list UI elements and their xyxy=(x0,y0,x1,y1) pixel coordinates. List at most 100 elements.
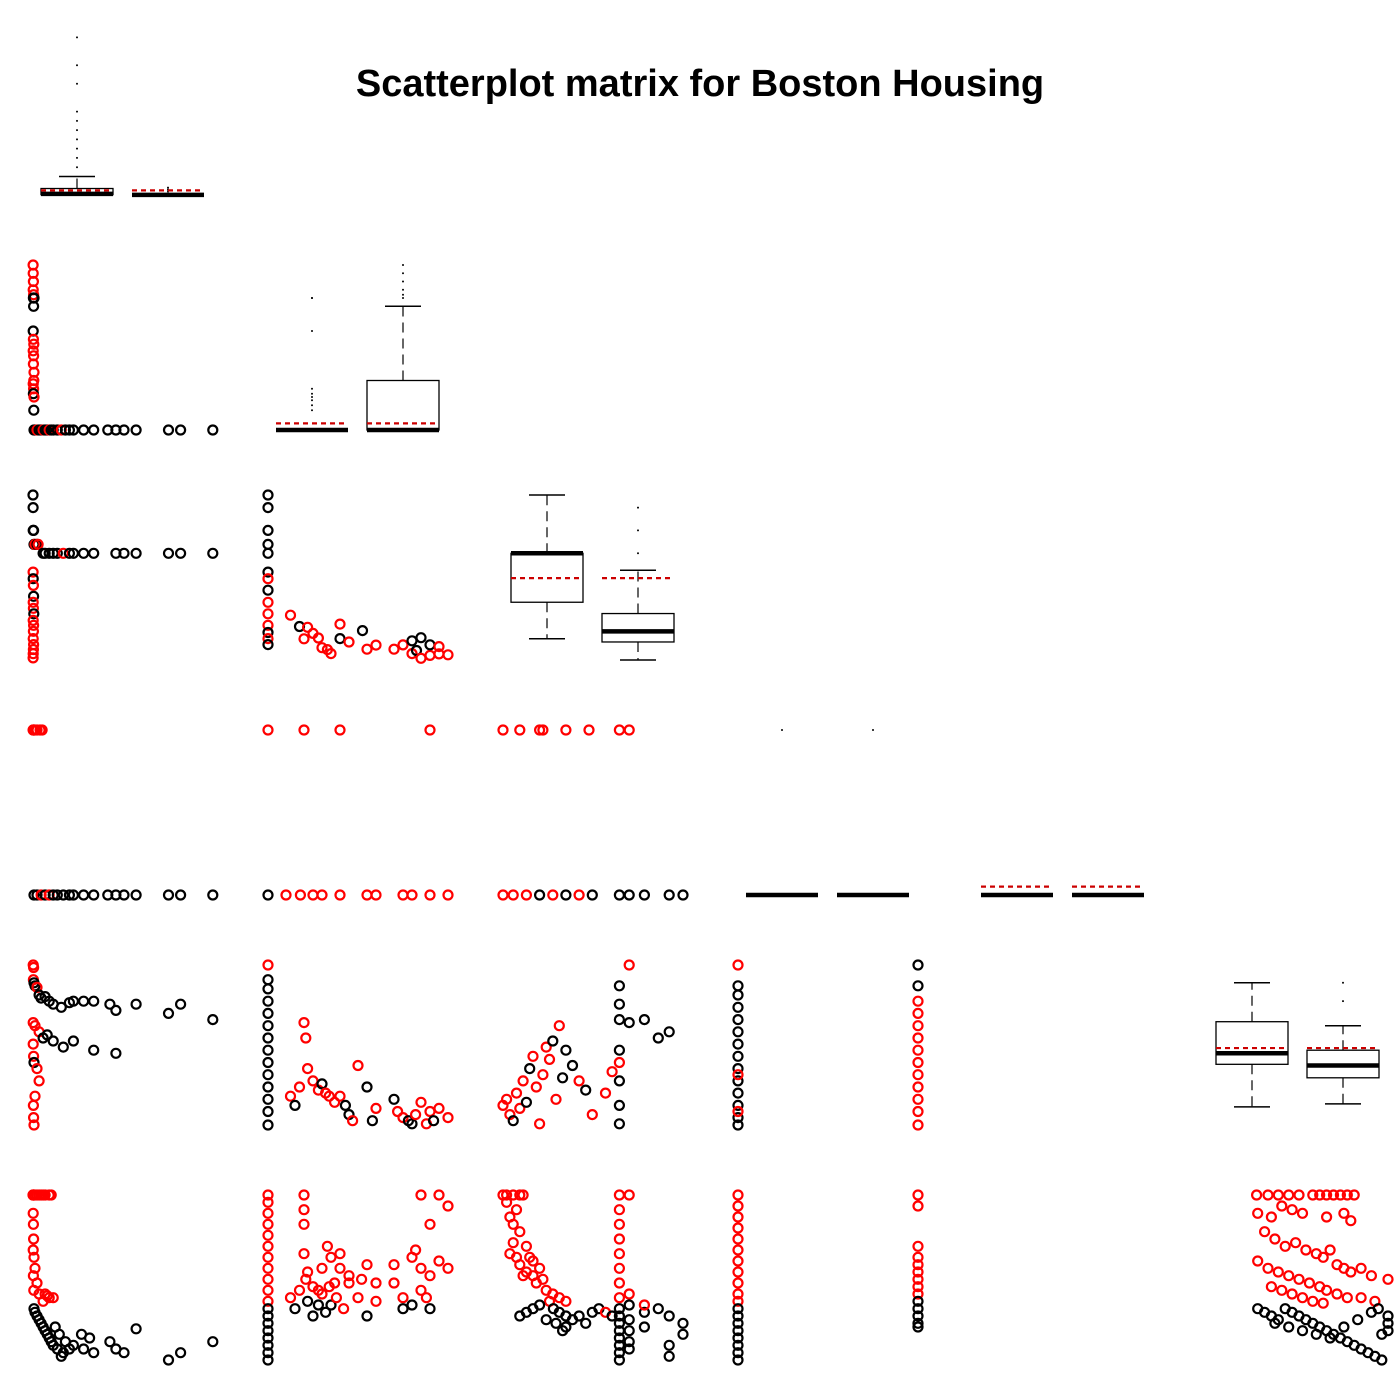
scatter-point xyxy=(334,889,346,901)
scatter-point xyxy=(302,621,314,633)
scatter-point xyxy=(298,1204,310,1216)
scatter-point xyxy=(262,619,274,631)
scatter-point xyxy=(732,1200,744,1212)
scatter-point xyxy=(27,625,40,637)
scatter-point xyxy=(732,1266,744,1278)
scatter-point xyxy=(507,1237,519,1249)
scatter-point xyxy=(27,614,39,627)
scatter-point xyxy=(262,1189,274,1201)
scatter-point xyxy=(388,1259,400,1271)
panel-rm-vs-crim xyxy=(27,959,219,1131)
scatter-point xyxy=(912,1032,924,1044)
boxplot-outlier xyxy=(76,119,78,122)
scatter-point xyxy=(540,1041,552,1053)
boxplot-zn xyxy=(276,264,440,433)
panel-rm-vs-indus xyxy=(497,959,675,1130)
scatter-point xyxy=(262,626,274,639)
scatter-point xyxy=(1276,1284,1288,1296)
scatter-point xyxy=(623,1343,635,1355)
scatter-point xyxy=(912,1020,924,1032)
scatter-point xyxy=(547,1035,559,1047)
scatter-point xyxy=(550,1317,562,1329)
scatter-point xyxy=(912,1093,924,1105)
boxplot-outlier xyxy=(76,129,78,132)
scatter-point xyxy=(51,889,63,901)
scatter-point xyxy=(732,1222,744,1234)
scatter-point xyxy=(415,1096,427,1108)
boxplot-outlier xyxy=(311,330,313,332)
scatter-point xyxy=(1376,1328,1388,1340)
panel-chas-vs-crim xyxy=(27,724,48,736)
scatter-point xyxy=(388,1093,400,1105)
scatter-point xyxy=(33,1075,45,1087)
scatter-point xyxy=(406,1299,418,1311)
scatter-point xyxy=(77,995,90,1007)
scatter-point xyxy=(663,1339,675,1351)
boxplot-outlier xyxy=(311,387,313,390)
scatter-point xyxy=(1382,1317,1394,1329)
panel-indus-vs-zn xyxy=(262,489,454,664)
boxplot-box xyxy=(601,612,675,643)
scatter-point xyxy=(514,1226,526,1238)
scatter-point xyxy=(104,998,116,1010)
scatter-point xyxy=(1338,1321,1350,1333)
scatter-point xyxy=(207,547,219,559)
scatter-point xyxy=(433,640,445,653)
panel-rm-vs-chas xyxy=(732,959,924,1131)
scatter-point xyxy=(540,1314,552,1326)
scatter-point xyxy=(298,1189,310,1201)
scatter-point xyxy=(162,1007,175,1020)
scatter-point xyxy=(533,889,546,901)
scatter-point xyxy=(130,889,142,901)
scatter-point xyxy=(300,1273,312,1285)
scatter-point xyxy=(262,1196,274,1208)
scatter-point xyxy=(1341,1292,1353,1304)
scatter-point xyxy=(27,590,40,602)
scatter-point xyxy=(1324,1332,1336,1344)
scatter-point xyxy=(45,1189,57,1201)
boxplot-outlier xyxy=(402,288,404,291)
scatter-point xyxy=(262,959,274,971)
scatter-point xyxy=(1317,1251,1329,1263)
scatter-point xyxy=(732,1099,744,1112)
scatter-point xyxy=(433,1189,445,1201)
boxplot-outlier xyxy=(402,280,404,283)
scatter-point xyxy=(262,1119,274,1131)
scatter-point xyxy=(262,995,274,1007)
scatter-point xyxy=(1365,1270,1378,1282)
scatter-point xyxy=(1250,1189,1263,1201)
boxplot-outlier xyxy=(637,552,639,555)
scatter-point xyxy=(912,1044,924,1056)
scatter-point xyxy=(262,1093,274,1105)
scatter-point xyxy=(732,1087,744,1099)
scatter-point xyxy=(88,424,100,436)
scatter-point xyxy=(325,1299,337,1311)
scatter-point xyxy=(397,889,409,901)
scatter-point xyxy=(428,1115,440,1127)
scatter-point xyxy=(520,1096,533,1108)
scatter-point xyxy=(1341,1189,1353,1201)
scatter-point xyxy=(912,1266,924,1278)
scatter-point xyxy=(110,1004,122,1017)
scatter-point xyxy=(361,889,373,901)
scatter-point xyxy=(307,889,319,901)
scatter-point xyxy=(262,1310,274,1322)
scatter-point xyxy=(732,1233,744,1245)
scatter-point xyxy=(130,424,142,436)
boxplot-outlier xyxy=(311,396,313,398)
scatter-point xyxy=(613,1099,626,1112)
scatter-point xyxy=(262,638,274,651)
scatter-point xyxy=(912,1081,924,1093)
scatter-point xyxy=(312,1299,324,1311)
scatter-point xyxy=(560,724,572,736)
scatter-point xyxy=(433,1255,445,1267)
scatter-point xyxy=(316,1288,328,1300)
scatter-point xyxy=(652,1303,664,1315)
boxplot-indus xyxy=(510,494,675,661)
scatter-point xyxy=(338,1303,350,1315)
boxplot-outlier xyxy=(402,297,404,299)
scatter-point xyxy=(67,1339,80,1351)
scatter-point xyxy=(334,724,346,736)
scatter-point xyxy=(262,1229,274,1241)
scatter-point xyxy=(298,1016,310,1029)
